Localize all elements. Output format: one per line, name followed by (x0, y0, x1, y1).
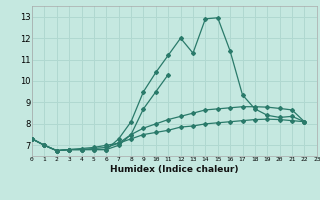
X-axis label: Humidex (Indice chaleur): Humidex (Indice chaleur) (110, 165, 239, 174)
